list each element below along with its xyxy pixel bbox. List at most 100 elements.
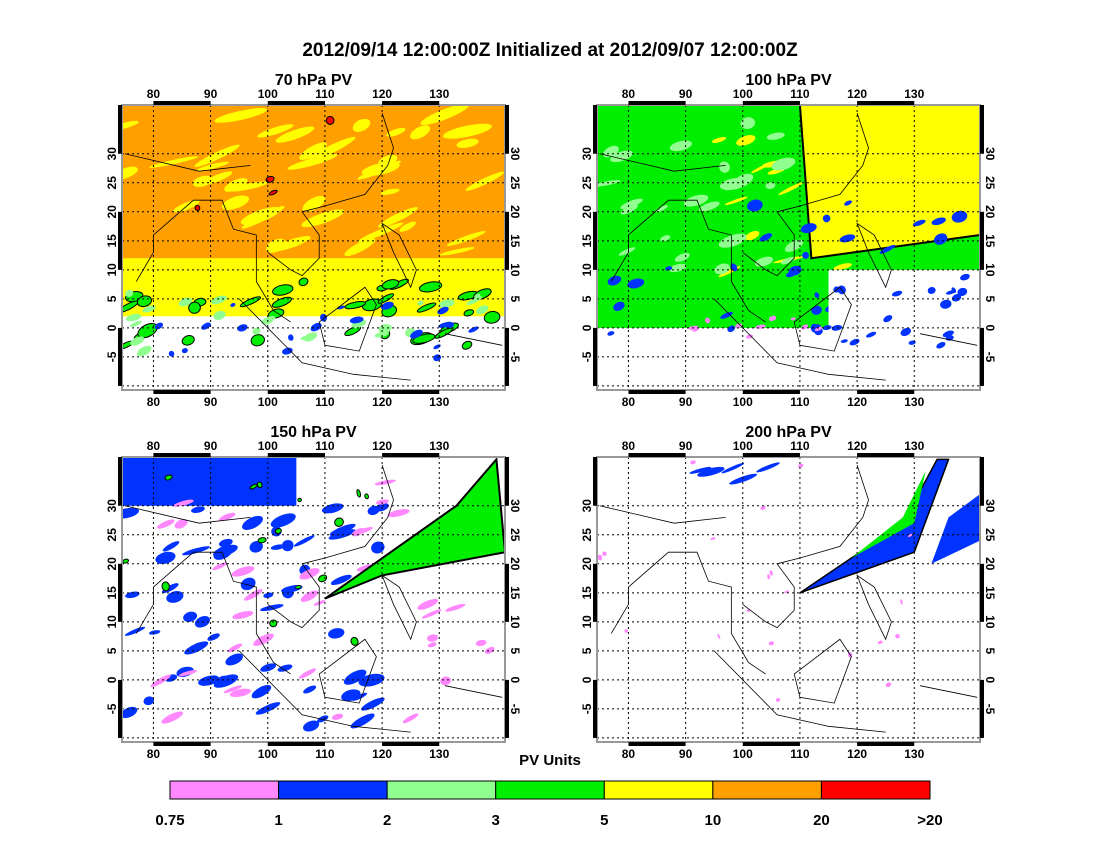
lat-tick-label: 20 [508,205,522,219]
pv-blue-patch [756,462,780,473]
pv-pink-patch [690,460,696,465]
lon-scale-bar [857,453,915,457]
pv-yellow-band [380,188,400,195]
pv-green-patch [239,296,262,308]
pv-blue-patch [883,315,893,323]
pv-blue-patch [242,515,263,530]
pv-pink-patch [475,639,487,647]
pv-red-patch [194,204,201,211]
lat-tick-label: 5 [983,296,997,303]
pv-blue-patch [931,217,946,226]
lat-tick-label: -5 [580,351,594,362]
panel-title: 70 hPa PV [274,72,353,89]
lon-scale-bar [153,453,211,457]
lon-tick-label: 120 [847,439,867,453]
pv-pink-patch [331,713,344,720]
lon-scale-bar [742,453,800,457]
lat-tick-label: 15 [105,586,119,600]
pv-green-patch [271,296,292,308]
lon-scale-bar [382,390,440,394]
pv-lightgreen-patch [754,256,774,267]
pv-blue-patch [251,684,272,699]
pv-blue-patch [800,223,817,234]
lon-tick-label: 80 [622,87,636,101]
pv-green-patch [298,277,309,287]
lat-tick-label: -5 [983,704,997,715]
lon-tick-label: 120 [372,87,392,101]
pv-pink-patch [717,633,721,639]
pv-blue-patch [124,626,146,636]
lon-tick-label: 110 [790,439,810,453]
lon-tick-label: 100 [733,747,753,761]
pv-blue-patch [281,347,293,355]
pv-blue-patch [936,342,946,349]
lon-scale-bar [153,390,211,394]
pv-yellow-band [839,117,853,125]
pv-blue-patch [361,697,385,711]
colorbar-segment [169,780,280,800]
pv-yellow-band [287,153,338,170]
pv-blue-patch [371,541,385,554]
panel-title: 200 hPa PV [745,424,832,441]
lat-tick-label: 30 [105,499,119,513]
pv-fill [122,105,505,390]
lat-scale-bar [505,563,509,622]
pv-yellow-band [302,196,326,212]
lat-tick-label: 0 [580,676,594,683]
pv-lightgreen-patch [476,305,489,315]
pv-blue-patch [960,273,970,281]
pv-yellow-band [736,135,756,146]
pv-blue-patch [249,541,263,553]
lat-scale-bar [593,105,597,154]
lat-scale-bar [980,679,984,738]
lat-scale-bar [505,679,509,738]
lon-tick-label: 120 [372,395,392,409]
lon-scale-bar [267,390,325,394]
pv-pink-patch [253,633,274,646]
pv-blue-patch [270,513,296,528]
lat-scale-bar [593,457,597,506]
lat-tick-label: 15 [983,234,997,248]
pv-lightgreen-patch [740,117,756,129]
pv-blue-patch [912,219,926,227]
pv-blue-patch [613,301,625,311]
pv-blue-patch [759,233,773,242]
pv-pink-patch [735,323,743,329]
pv-pink-patch [784,590,789,594]
lat-tick-label: 0 [580,324,594,331]
pv-blue-patch [310,322,322,332]
lon-scale-bar [628,390,686,394]
lon-tick-label: 80 [147,87,161,101]
lat-tick-label: 30 [580,147,594,161]
pv-blue-patch [367,505,380,516]
pv-blue-patch [627,278,645,289]
lon-tick-label: 100 [733,439,753,453]
lat-tick-label: 25 [983,528,997,542]
pv-blue-patch [940,299,952,309]
lat-tick-label: 15 [508,586,522,600]
lon-tick-label: 110 [315,395,335,409]
pv-blue-patch [689,466,712,474]
lat-tick-label: -5 [580,703,594,714]
lat-tick-label: 10 [105,263,119,277]
pv-blue-patch [183,611,198,622]
lon-tick-label: 110 [790,87,810,101]
pv-lightgreen-patch [374,331,389,338]
pv-pink-patch [484,646,495,655]
pv-yellow-band [442,123,492,139]
pv-blue-region [931,494,980,564]
pv-green-patch [416,302,437,313]
lon-tick-label: 100 [258,87,278,101]
pv-yellow-band [240,207,281,225]
pv-pink-patch [877,640,883,645]
pv-yellow-band [399,221,416,232]
lat-tick-label: 10 [508,615,522,629]
pv-green-patch [161,581,170,592]
pv-blue-patch [349,316,364,324]
pv-blue-patch [293,535,315,547]
pv-blue-region [122,457,297,506]
lat-tick-label: 0 [983,677,997,684]
lat-tick-label: 30 [105,147,119,161]
lat-tick-label: 5 [508,648,522,655]
